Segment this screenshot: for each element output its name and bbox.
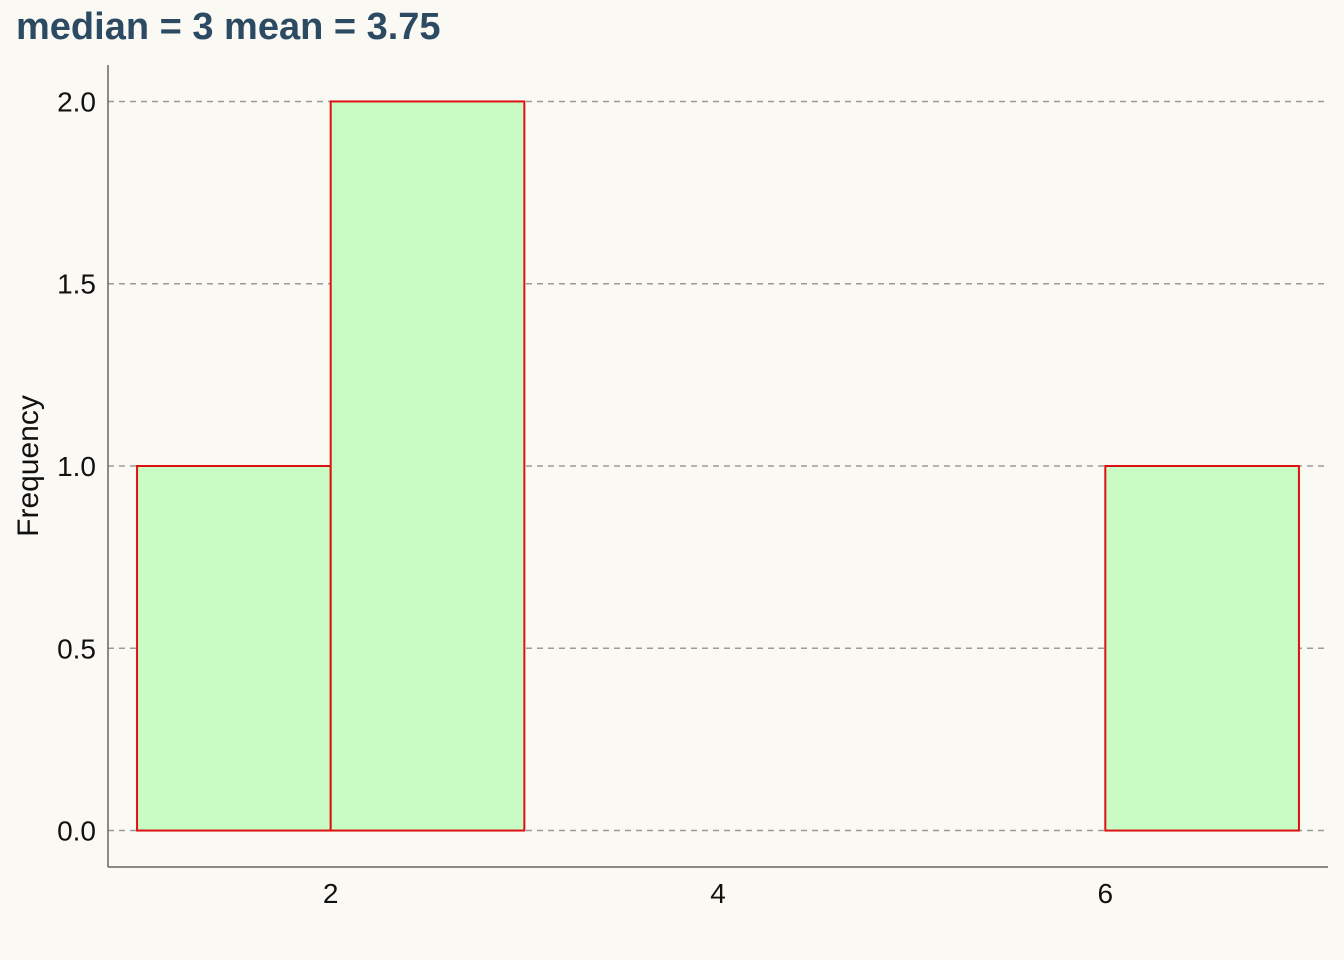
axes [107,65,1328,868]
x-tick-label-2: 6 [1098,878,1114,909]
y-tick-label-0: 0.0 [57,816,96,847]
y-tick-label-2: 1.0 [57,451,96,482]
y-tick-label-1: 0.5 [57,633,96,664]
histogram-bar-5 [1104,465,1300,832]
x-tick-labels: 2 4 6 [323,878,1113,909]
histogram-bar-0 [136,465,332,832]
y-axis-title: Frequency [12,395,45,537]
chart-title: median = 3 mean = 3.75 [16,6,441,48]
x-tick-label-0: 2 [323,878,339,909]
y-tick-labels: 0.0 0.5 1.0 1.5 2.0 [57,86,96,846]
y-tick-label-3: 1.5 [57,269,96,300]
histogram-bar-1 [329,100,526,832]
x-tick-label-1: 4 [710,878,726,909]
histogram-bars [136,100,1300,832]
y-tick-label-4: 2.0 [57,86,96,117]
